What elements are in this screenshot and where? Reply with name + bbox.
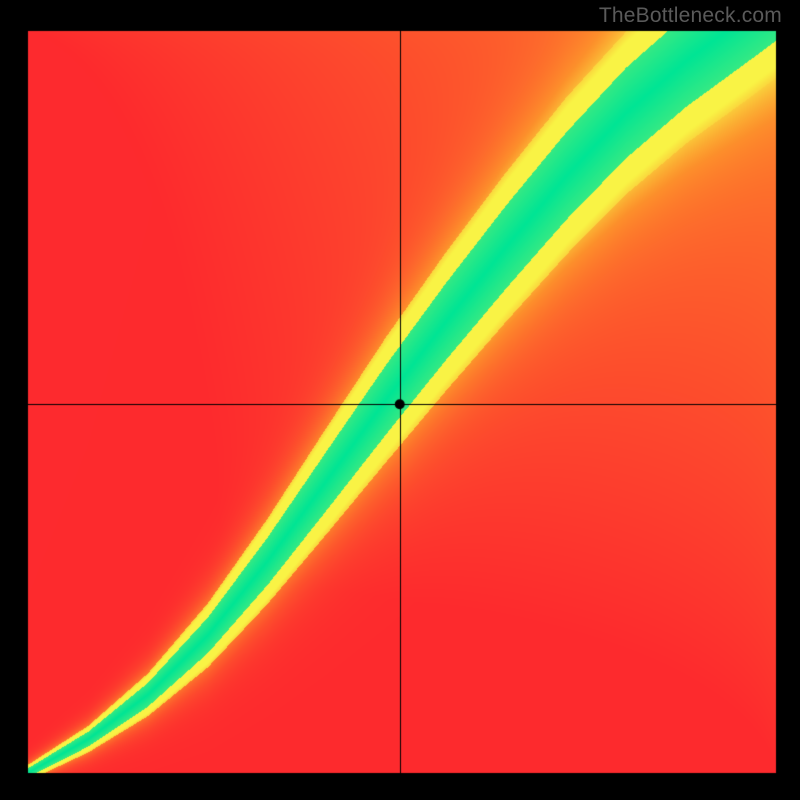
watermark-text: TheBottleneck.com xyxy=(599,4,782,28)
heatmap-canvas xyxy=(0,0,800,800)
chart-container: TheBottleneck.com xyxy=(0,0,800,800)
